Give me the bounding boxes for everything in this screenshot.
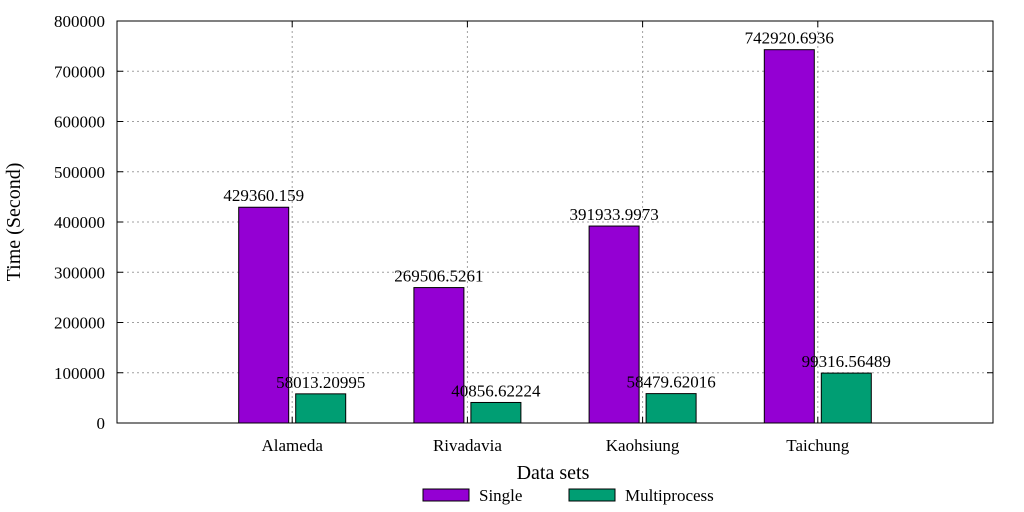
x-axis-title: Data sets: [517, 462, 590, 484]
data-label: 58479.62016: [626, 373, 715, 392]
y-tick-label: 800000: [54, 12, 105, 31]
y-tick-label: 300000: [54, 263, 105, 282]
data-label: 40856.62224: [451, 381, 541, 400]
bar-single: [238, 206, 290, 424]
legend-swatch-single: [422, 488, 470, 502]
data-label: 742920.6936: [745, 29, 834, 48]
bar-multiprocess: [295, 393, 347, 424]
axis-ticks: 0 100000 200000 300000 400000 500000 600000 700…: [54, 12, 993, 455]
bar-single: [588, 225, 640, 424]
bar-single: [413, 287, 465, 424]
bar-multiprocess: [470, 401, 522, 424]
bar-multiprocess: [645, 393, 697, 424]
x-tick-label: Rivadavia: [433, 436, 502, 455]
y-tick-label: 600000: [54, 113, 105, 132]
x-tick-label: Kaohsiung: [606, 436, 680, 455]
legend: Single Multiprocess: [422, 486, 714, 505]
data-labels: 429360.159 58013.20995 269506.5261 40856.62…: [223, 29, 891, 401]
x-tick-label: Alameda: [262, 436, 324, 455]
x-tick-label: Taichung: [786, 436, 850, 455]
legend-label-single: Single: [479, 486, 522, 505]
y-axis-title: Time (Second): [3, 163, 25, 282]
data-label: 391933.9973: [569, 205, 658, 224]
data-label: 99316.56489: [802, 352, 891, 371]
y-tick-label: 200000: [54, 314, 105, 333]
y-tick-label: 0: [97, 414, 106, 433]
y-tick-label: 400000: [54, 213, 105, 232]
bar-multiprocess: [820, 372, 872, 424]
y-tick-label: 700000: [54, 62, 105, 81]
data-label: 429360.159: [223, 186, 304, 205]
y-tick-label: 500000: [54, 163, 105, 182]
bar-single: [763, 49, 815, 424]
data-label: 58013.20995: [276, 373, 365, 392]
legend-swatch-multiprocess: [568, 488, 616, 502]
bars: [238, 49, 872, 424]
data-label: 269506.5261: [394, 267, 483, 286]
legend-label-multiprocess: Multiprocess: [625, 486, 714, 505]
y-tick-label: 100000: [54, 364, 105, 383]
